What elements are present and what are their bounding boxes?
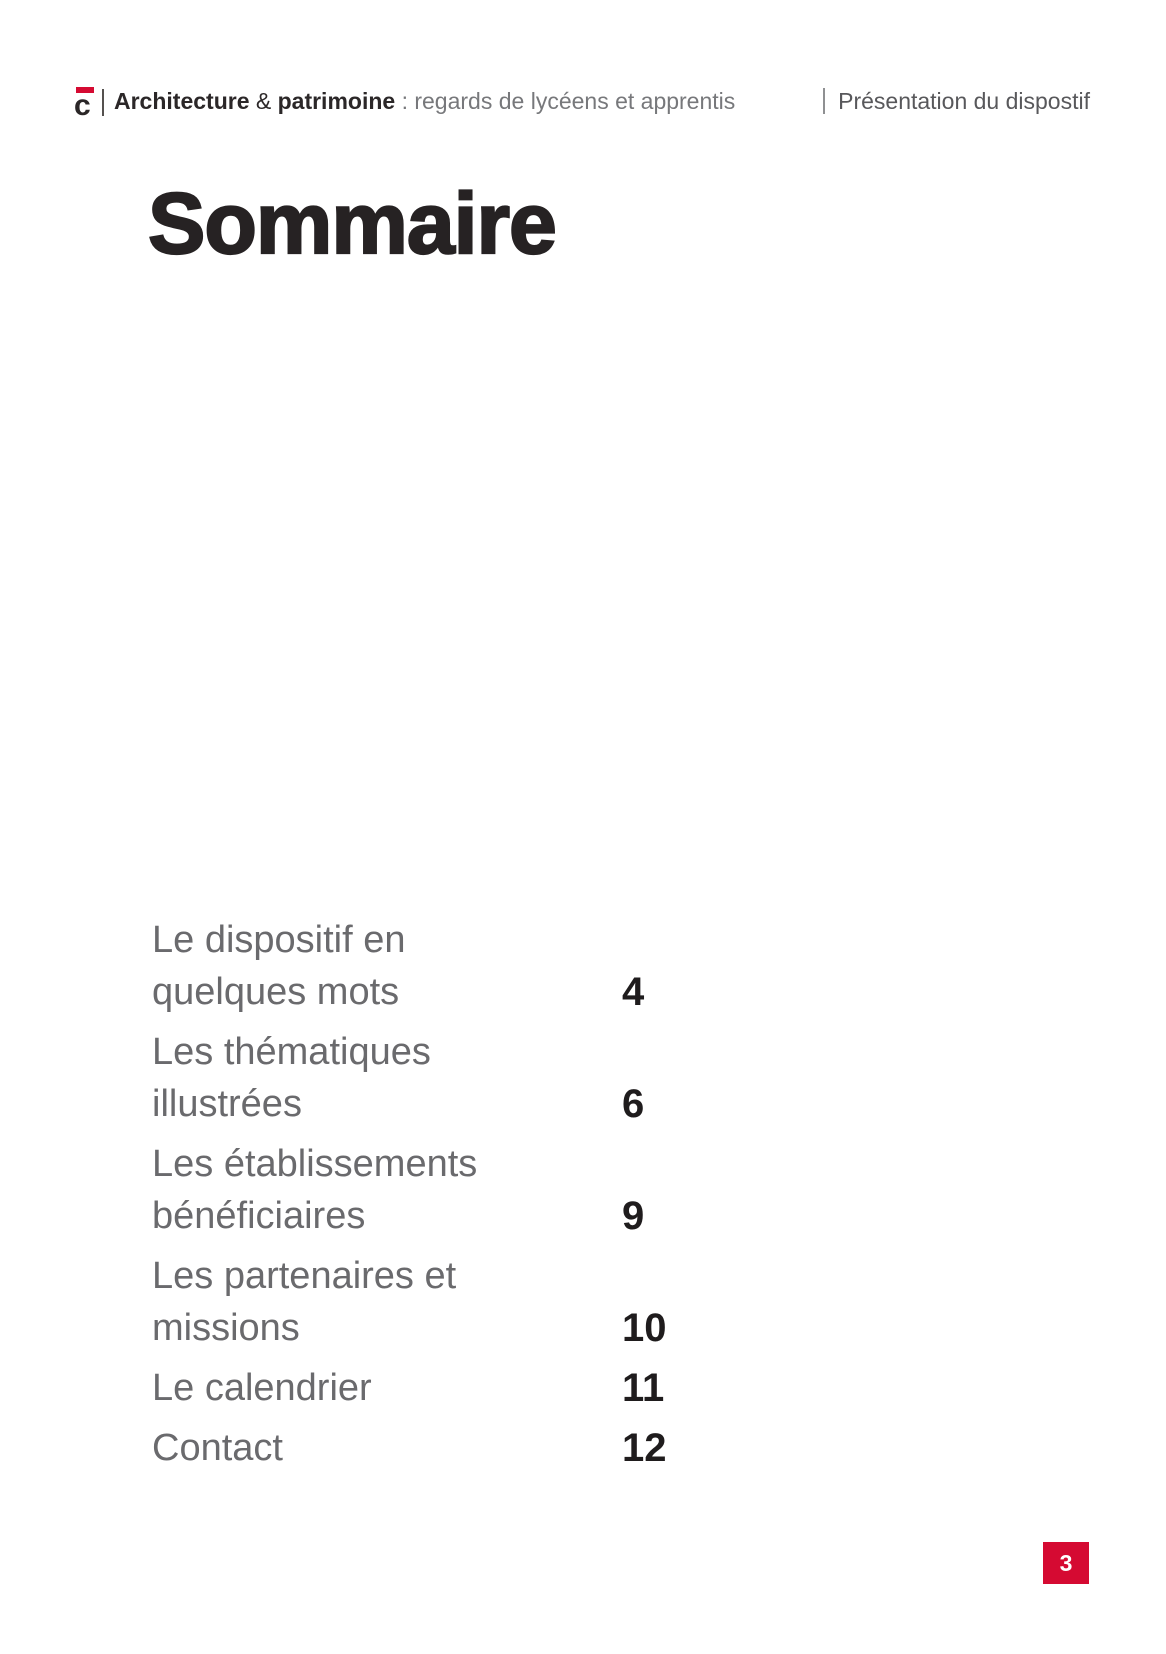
toc-entry[interactable]: Les établissements bénéficiaires 9	[152, 1138, 712, 1242]
logo-divider	[102, 88, 104, 116]
page-title: Sommaire	[147, 176, 558, 272]
toc-entry-line1: Les thématiques	[152, 1031, 431, 1073]
toc-entry-label: Le dispositif en quelques mots	[152, 914, 622, 1018]
toc-entry-label: Les établissements bénéficiaires	[152, 1138, 622, 1242]
toc-entry-line1: Les partenaires et	[152, 1255, 457, 1297]
toc-entry-label: Les partenaires et missions	[152, 1250, 622, 1354]
toc-entry-page-number: 9	[622, 1194, 645, 1238]
logo-letter: c	[74, 89, 91, 122]
toc-entry-line2: quelques mots	[152, 971, 400, 1013]
section-divider	[823, 88, 826, 114]
toc-entry-label: Contact	[152, 1422, 622, 1474]
page-number: 3	[1059, 1549, 1073, 1576]
brand-subtitle: regards de lycéens et apprentis	[414, 88, 736, 114]
toc-entry-page-number: 4	[622, 970, 645, 1014]
toc-entry-page-number: 10	[622, 1306, 667, 1350]
table-of-contents: Le dispositif en quelques mots 4 Les thé…	[152, 914, 712, 1482]
brand-ampersand: &	[255, 88, 272, 114]
section-indicator: Présentation du dispostif	[823, 86, 1090, 115]
toc-entry-page-number: 11	[622, 1366, 665, 1410]
toc-entry-page-number: 12	[622, 1426, 667, 1470]
toc-entry-label: Le calendrier	[152, 1362, 622, 1414]
toc-entry[interactable]: Le dispositif en quelques mots 4	[152, 914, 712, 1018]
section-label: Présentation du dispostif	[838, 87, 1090, 114]
toc-entry[interactable]: Contact 12	[152, 1422, 712, 1474]
brand-separator: :	[401, 88, 408, 114]
caue-logo-icon: c	[72, 81, 98, 122]
page-header: c Architecture & patrimoine : regards de…	[72, 80, 1090, 122]
toc-entry[interactable]: Les partenaires et missions 10	[152, 1250, 712, 1354]
toc-entry-line1: Le dispositif en	[152, 919, 406, 961]
toc-entry-label: Les thématiques illustrées	[152, 1026, 622, 1130]
toc-entry-line2: illustrées	[152, 1083, 302, 1125]
brand-word-1: Architecture	[114, 88, 250, 114]
brand-word-2: patrimoine	[277, 88, 396, 114]
toc-entry-line2: missions	[152, 1307, 300, 1349]
toc-entry-page-number: 6	[622, 1082, 645, 1126]
toc-entry-line2: bénéficiaires	[152, 1195, 366, 1237]
toc-entry-line1: Contact	[152, 1427, 283, 1469]
brand: c Architecture & patrimoine : regards de…	[72, 81, 735, 122]
toc-entry-line1: Le calendrier	[152, 1367, 372, 1409]
brand-title: Architecture & patrimoine : regards de l…	[114, 85, 735, 115]
logo-red-bar	[76, 87, 94, 93]
toc-entry[interactable]: Le calendrier 11	[152, 1362, 712, 1414]
toc-entry[interactable]: Les thématiques illustrées 6	[152, 1026, 712, 1130]
toc-entry-line1: Les établissements	[152, 1143, 478, 1185]
page-number-badge: 3	[1043, 1542, 1089, 1584]
